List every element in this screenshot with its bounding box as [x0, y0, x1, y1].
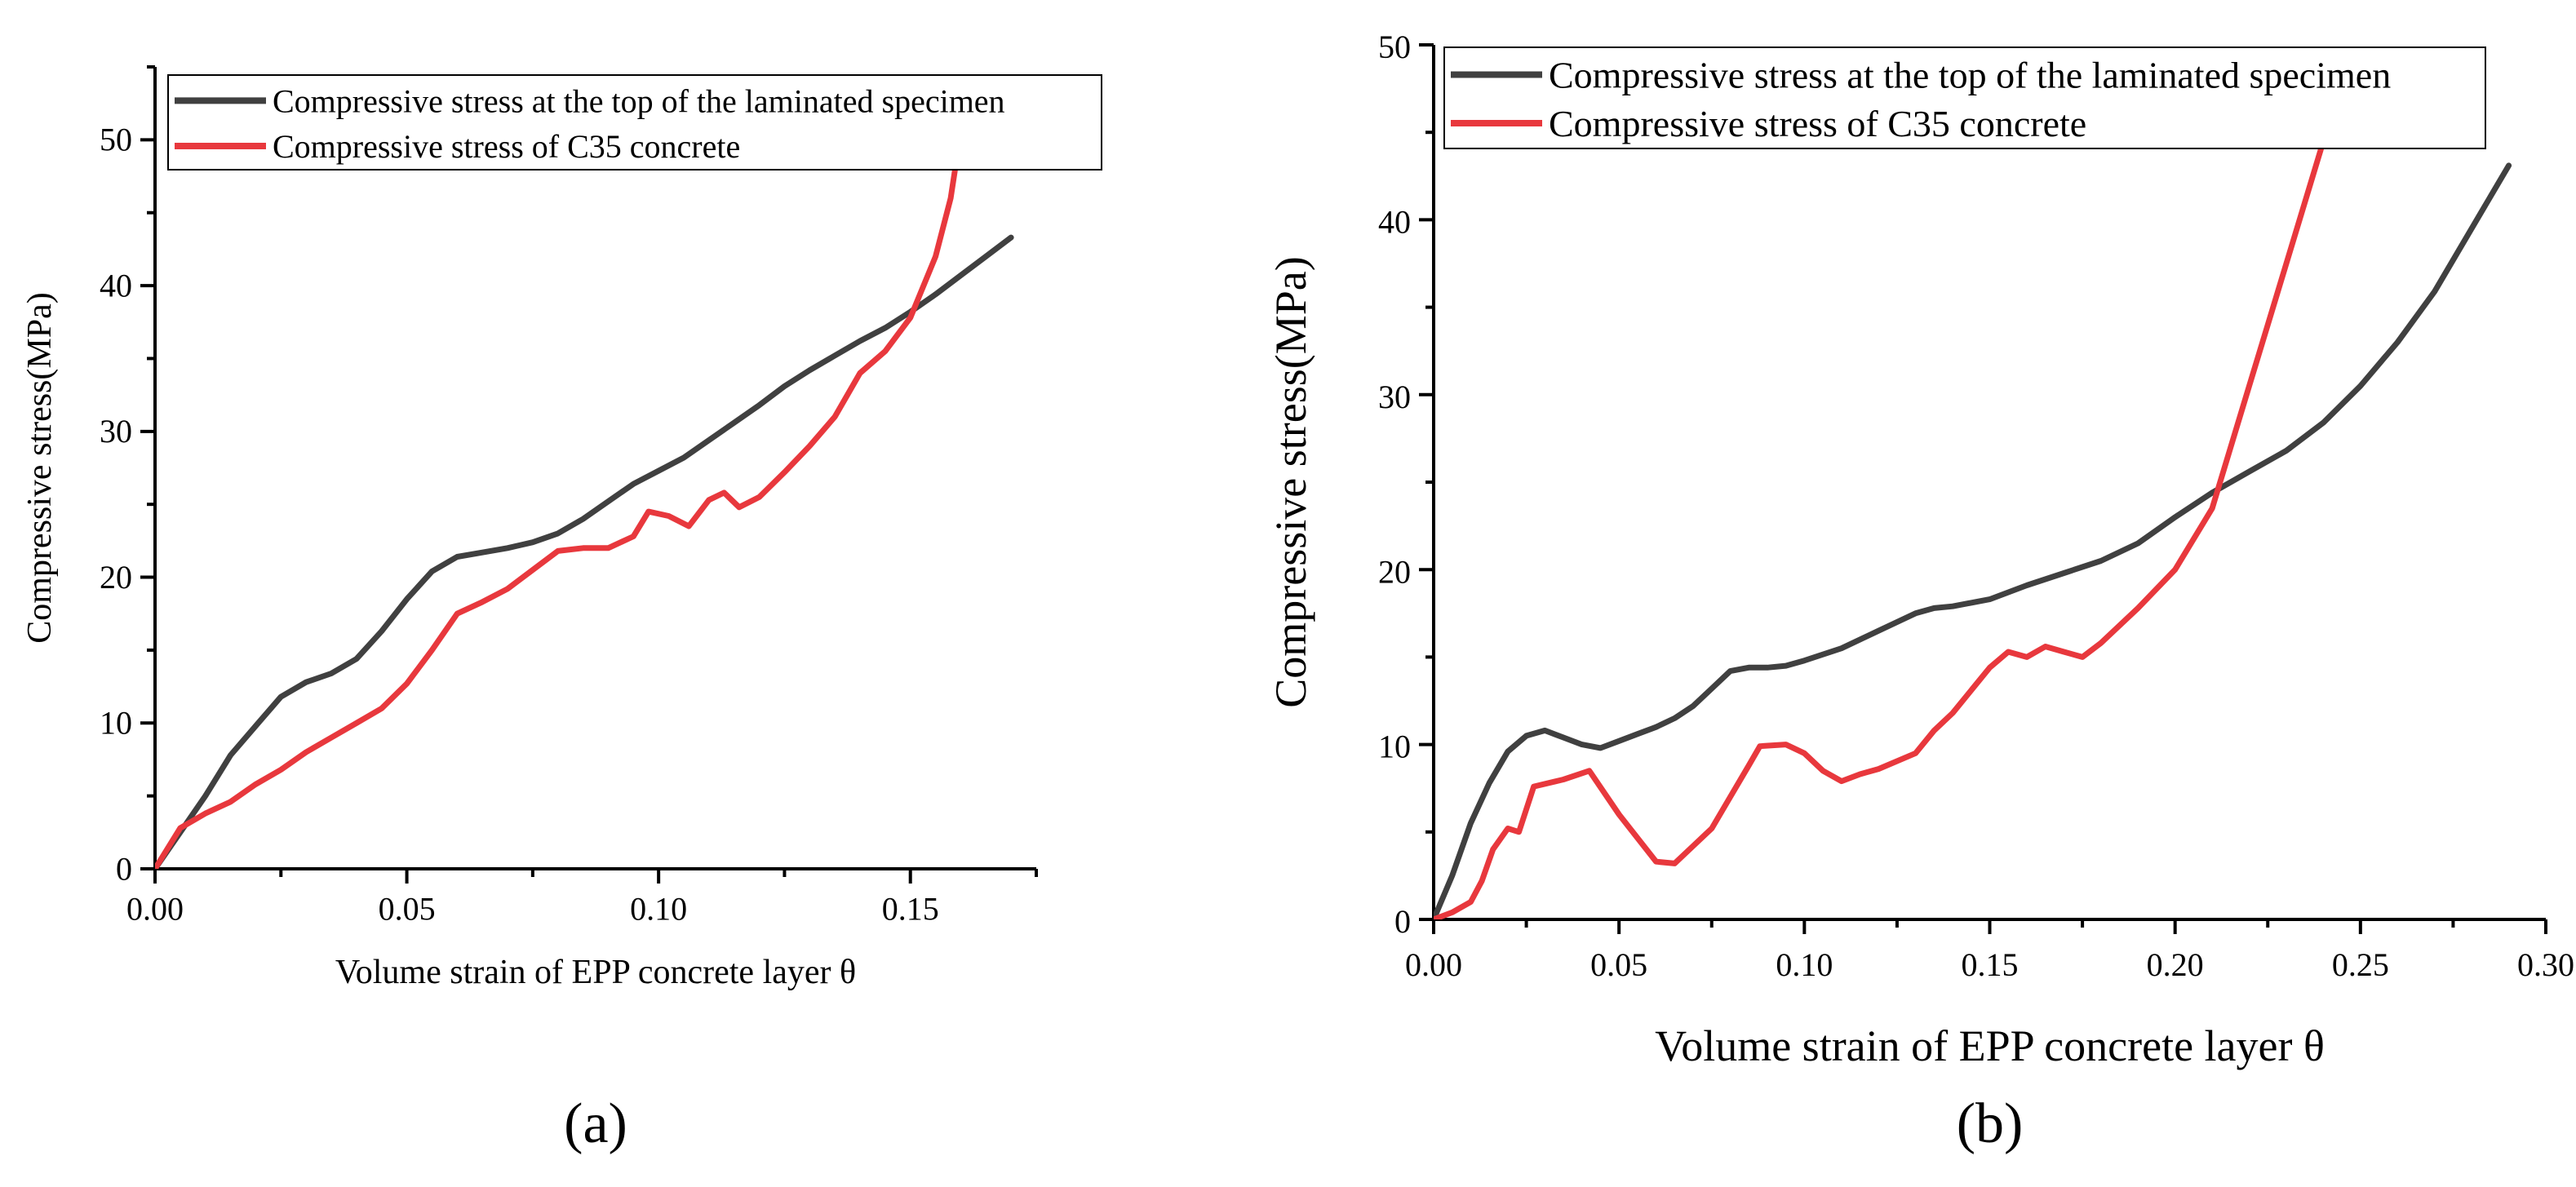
x-tick-label: 0.15 — [882, 890, 939, 927]
x-tick-label: 0.10 — [1776, 946, 1833, 983]
y-tick-label: 40 — [1378, 204, 1411, 241]
chart-panel-b: 0.00 0.05 0.10 0.15 0.20 0.25 0.30 0 10 20 30 40 50 V… — [1266, 29, 2574, 1155]
x-tick-label: 0.00 — [1405, 946, 1462, 983]
legend: Compressive stress at the top of the lam… — [1443, 47, 2486, 149]
x-axis-label: Volume strain of EPP concrete layer θ — [335, 954, 856, 991]
y-tick-label: 10 — [1378, 729, 1411, 765]
y-axis-label: Compressive stress(MPa) — [21, 292, 59, 643]
y-tick-label: 30 — [100, 413, 132, 450]
y-tick-label: 30 — [1378, 379, 1411, 415]
x-tick-label: 0.20 — [2147, 946, 2204, 983]
x-tick-label: 0.10 — [630, 890, 687, 927]
y-tick-label: 20 — [1378, 553, 1411, 590]
legend-label: Compressive stress of C35 concrete — [1549, 103, 2086, 144]
x-tick-label: 0.05 — [1590, 946, 1647, 983]
x-tick-label: 0.25 — [2332, 946, 2389, 983]
y-tick-label: 50 — [1378, 29, 1411, 65]
y-axis-label: Compressive stress(MPa) — [1266, 256, 1315, 707]
x-axis-label: Volume strain of EPP concrete layer θ — [1655, 1021, 2325, 1070]
y-tick-label: 10 — [100, 705, 132, 742]
y-tick-label: 50 — [100, 122, 132, 158]
legend-label: Compressive stress at the top of the lam… — [1549, 55, 2391, 96]
series-line-laminated-top — [1434, 162, 2512, 919]
legend-label: Compressive stress of C35 concrete — [273, 128, 740, 165]
series-line-laminated-top — [155, 234, 1014, 869]
series-line-c35-concrete — [155, 129, 964, 869]
y-tick-label: 20 — [100, 559, 132, 596]
series-line-c35-concrete — [1434, 103, 2334, 919]
x-tick-label: 0.15 — [1962, 946, 2019, 983]
panel-label: (a) — [564, 1092, 627, 1155]
legend-label: Compressive stress at the top of the lam… — [273, 82, 1005, 119]
x-tick-label: 0.05 — [379, 890, 436, 927]
y-tick-label: 0 — [116, 850, 132, 887]
panel-label: (b) — [1957, 1092, 2024, 1155]
x-tick-label: 0.00 — [126, 890, 184, 927]
legend: Compressive stress at the top of the lam… — [167, 74, 1102, 171]
y-tick-label: 0 — [1394, 903, 1411, 940]
y-tick-label: 40 — [100, 267, 132, 303]
legend-box — [167, 74, 1102, 171]
chart-panel-a: 0.00 0.05 0.10 0.15 0 10 20 30 40 50 Volume strain… — [21, 65, 1102, 1155]
legend-box — [1443, 47, 2486, 149]
x-tick-label: 0.30 — [2517, 946, 2574, 983]
